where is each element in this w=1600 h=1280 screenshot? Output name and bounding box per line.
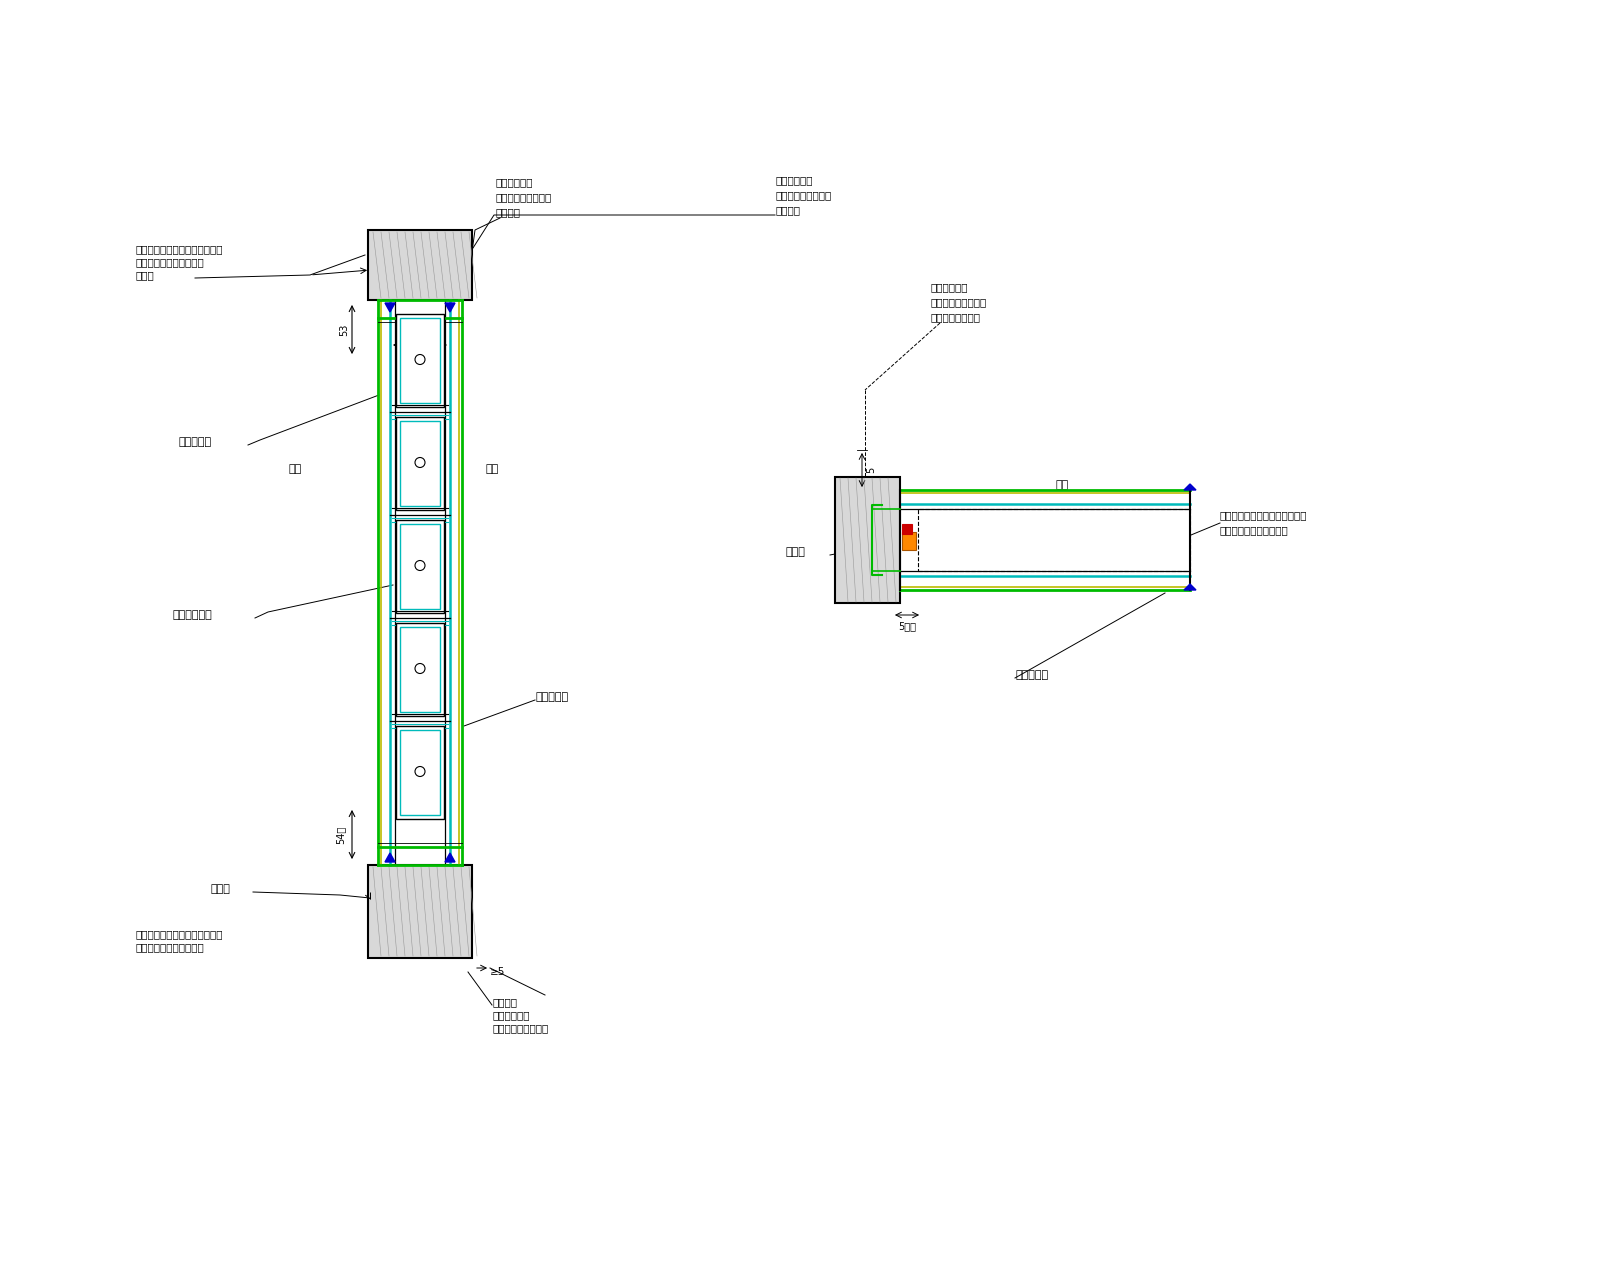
Text: 周边必需锚固: 周边必需锚固 — [774, 175, 813, 186]
Bar — [902, 524, 912, 534]
Text: ≥5: ≥5 — [490, 966, 506, 977]
Text: 并保证覆盖玻璃深度: 并保证覆盖玻璃深度 — [494, 192, 552, 202]
Polygon shape — [386, 303, 395, 312]
Text: 钢结构使用钻尾螺栓固定: 钢结构使用钻尾螺栓固定 — [134, 257, 203, 268]
Bar — [918, 509, 1190, 571]
Text: 并保证覆盖玻璃深度: 并保证覆盖玻璃深度 — [774, 189, 832, 200]
Text: 固定结构: 固定结构 — [493, 997, 517, 1007]
Text: 并保证覆盖玻璃深度: 并保证覆盖玻璃深度 — [493, 1023, 549, 1033]
Text: 并保证覆盖玻璃深度: 并保证覆盖玻璃深度 — [930, 297, 986, 307]
Text: 砖结构／混凝土使膨胀螺栓固定: 砖结构／混凝土使膨胀螺栓固定 — [134, 244, 222, 253]
Text: 5公差: 5公差 — [898, 621, 917, 631]
Text: 玻璃支撑角铝: 玻璃支撑角铝 — [173, 611, 211, 620]
Bar — [400, 524, 440, 609]
Text: 5: 5 — [866, 467, 877, 474]
Text: 固定结构: 固定结构 — [774, 205, 800, 215]
Bar — [368, 865, 472, 957]
Polygon shape — [445, 852, 454, 861]
Text: 玻璃密封胶: 玻璃密封胶 — [178, 436, 211, 447]
Bar — [397, 623, 445, 716]
Text: 砖结构／混凝土使膨胀螺栓固定: 砖结构／混凝土使膨胀螺栓固定 — [134, 929, 222, 940]
Bar — [400, 317, 440, 403]
Bar — [400, 627, 440, 712]
Bar — [400, 421, 440, 506]
Text: 53: 53 — [339, 324, 349, 335]
Bar — [397, 726, 445, 819]
Text: 固定结构: 固定结构 — [494, 207, 520, 218]
Text: 砖结构／混凝土使膨胀螺栓固定: 砖结构／混凝土使膨胀螺栓固定 — [1221, 509, 1307, 520]
Bar — [397, 520, 445, 613]
Text: 固定点: 固定点 — [134, 270, 154, 280]
Polygon shape — [445, 303, 454, 312]
Bar — [397, 417, 445, 509]
Text: 周边必需锚固: 周边必需锚固 — [493, 1010, 530, 1020]
Text: 边部支撑需要连续: 边部支撑需要连续 — [930, 312, 979, 323]
Text: 钢结构使用钻尾螺栓固定: 钢结构使用钻尾螺栓固定 — [134, 942, 203, 952]
Text: 室外: 室外 — [485, 465, 499, 474]
Text: 固定点: 固定点 — [210, 884, 230, 893]
Text: 玻璃胶密封: 玻璃胶密封 — [534, 692, 568, 701]
Text: 周边必需锚固: 周边必需锚固 — [494, 177, 533, 187]
Polygon shape — [1184, 484, 1197, 490]
Text: 固定点: 固定点 — [786, 547, 805, 557]
Polygon shape — [386, 852, 395, 861]
Bar — [397, 314, 445, 407]
Text: 周边必需锚固: 周边必需锚固 — [930, 282, 968, 292]
Text: 钢结构使用钻尾螺栓固定: 钢结构使用钻尾螺栓固定 — [1221, 525, 1288, 535]
Bar — [368, 230, 472, 300]
Text: 玻璃胶密封: 玻璃胶密封 — [1014, 669, 1048, 680]
Bar — [902, 532, 917, 550]
Polygon shape — [1184, 584, 1197, 590]
Text: 室内: 室内 — [288, 465, 302, 474]
Text: 室外: 室外 — [1054, 480, 1069, 490]
Text: 54粒: 54粒 — [334, 826, 346, 844]
Bar — [400, 730, 440, 815]
Bar — [835, 477, 901, 603]
Text: 85: 85 — [414, 332, 426, 340]
